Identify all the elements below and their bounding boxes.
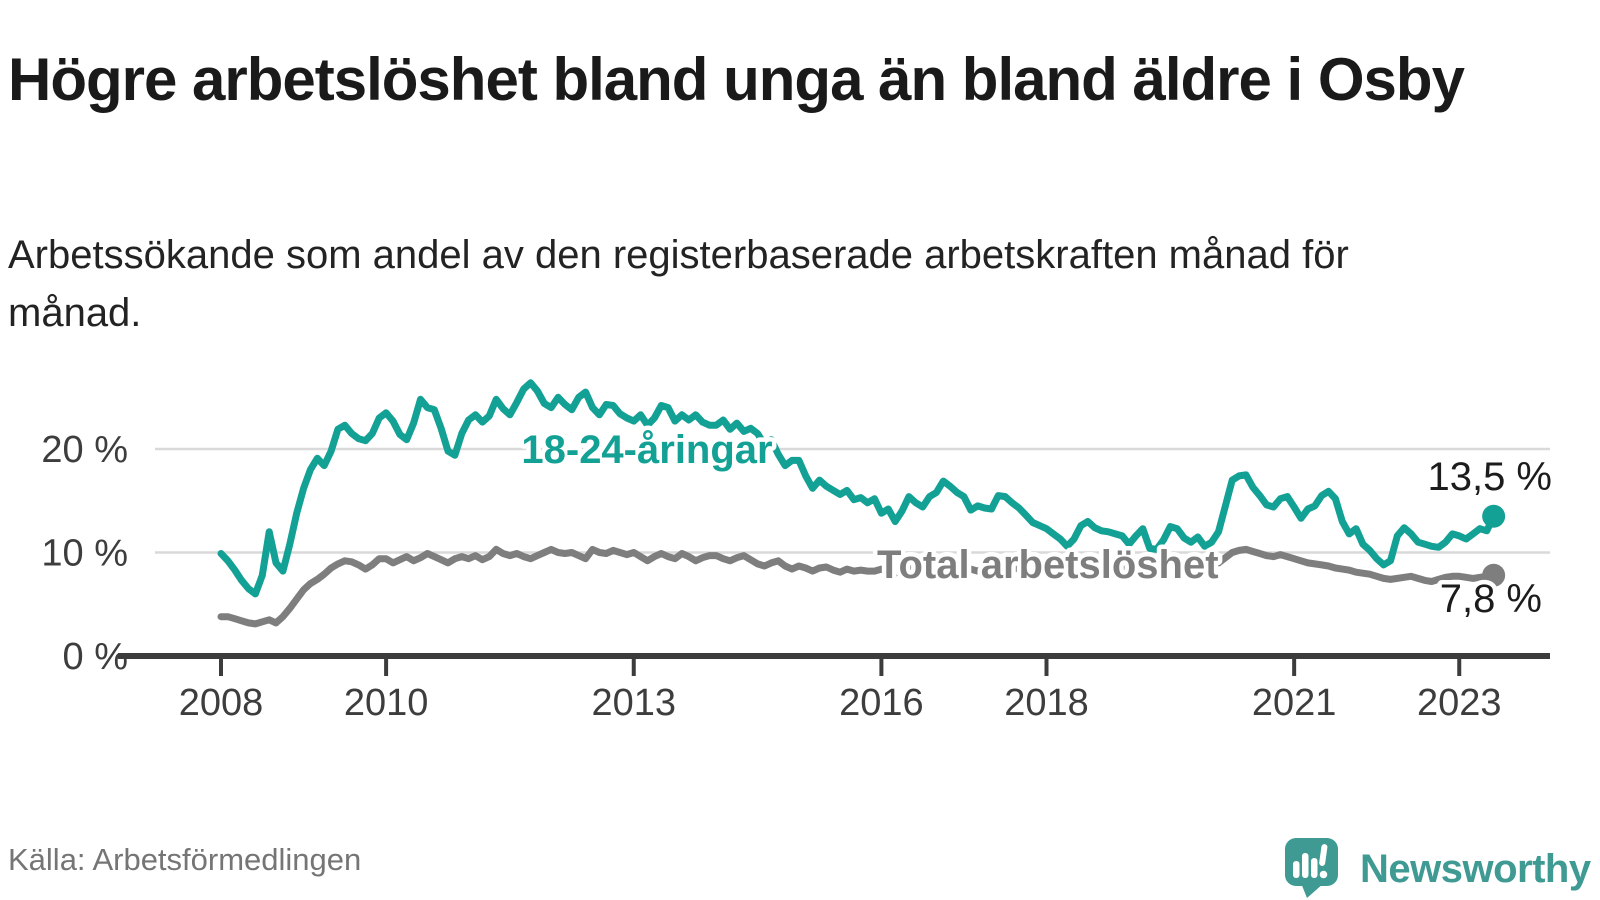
newsworthy-brand: Newsworthy	[1284, 836, 1600, 900]
x-tick-label: 2016	[839, 682, 924, 724]
x-tick-label: 2023	[1417, 682, 1502, 724]
x-tick-label: 2018	[1004, 682, 1089, 724]
end-dot-total	[1482, 563, 1506, 587]
grid-layer: 0 % 10 % 20 %	[41, 429, 1550, 678]
series-line-youth	[217, 379, 1498, 598]
source-note: Källa: Arbetsförmedlingen	[8, 842, 362, 877]
y-tick-label: 0 %	[63, 636, 128, 678]
label-layer: 18-24-åringar Total arbetslöshet 13,5 % …	[517, 424, 1557, 626]
end-value-label-total: 7,8 %	[1440, 577, 1542, 621]
series-label-total: Total arbetslöshet	[877, 543, 1219, 587]
brand-name: Newsworthy	[1360, 847, 1591, 891]
x-tick-label: 2008	[179, 682, 264, 724]
page-subtitle: Arbetssökande som andel av den registerb…	[8, 233, 1349, 335]
y-tick-label: 20 %	[41, 429, 128, 471]
end-value-label-youth: 13,5 %	[1427, 455, 1552, 499]
end-dot-youth	[1482, 504, 1506, 528]
chart-speech-bubble-icon	[1285, 838, 1338, 898]
axis-layer: 2008 2010 2013 2016 2018 2021 2023	[118, 504, 1550, 724]
x-tick-label: 2021	[1252, 682, 1337, 724]
series-label-youth: 18-24-åringar	[521, 428, 772, 472]
series-line-total	[217, 545, 1498, 628]
y-tick-label: 10 %	[41, 533, 128, 575]
x-tick-label: 2013	[591, 682, 676, 724]
page-title: Högre arbetslöshet bland unga än bland ä…	[8, 46, 1465, 114]
x-tick-label: 2010	[344, 682, 429, 724]
series-layer	[217, 379, 1498, 628]
unemployment-line-chart: 0 % 10 % 20 % 2008 2010 2013 2016 2018 2021 2023…	[41, 379, 1557, 724]
